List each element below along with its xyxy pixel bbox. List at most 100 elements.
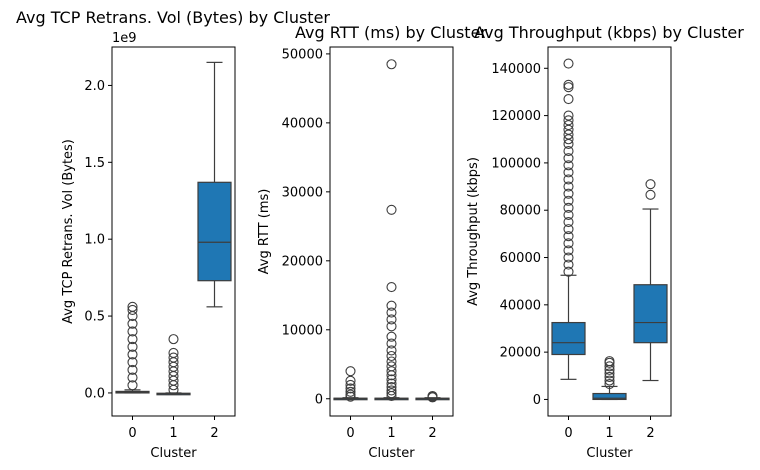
outlier-point bbox=[386, 356, 397, 367]
y-tick-label: 80000 bbox=[500, 204, 541, 219]
outlier-point bbox=[386, 381, 397, 393]
box-0-2 bbox=[197, 61, 232, 308]
box-1-1 bbox=[374, 59, 409, 402]
outlier-point bbox=[563, 82, 574, 93]
outlier-point bbox=[168, 334, 179, 345]
box-iqr bbox=[551, 321, 586, 356]
outlier-point bbox=[127, 364, 138, 375]
outlier-point bbox=[563, 146, 574, 157]
outlier-point bbox=[127, 304, 138, 315]
y-tick-label: 60000 bbox=[500, 251, 541, 266]
outlier-point bbox=[563, 224, 574, 235]
outlier-point bbox=[345, 386, 356, 397]
y-tick-label: 120000 bbox=[491, 109, 541, 124]
y-tick-label: 20000 bbox=[500, 346, 541, 361]
outlier-point bbox=[563, 115, 574, 126]
y-axis-label: Avg Throughput (kbps) bbox=[466, 157, 481, 306]
outlier-point bbox=[345, 379, 356, 391]
x-axis-label: Cluster bbox=[586, 446, 633, 461]
outlier-point bbox=[127, 349, 138, 360]
outlier-point bbox=[563, 266, 574, 277]
y-tick-label: 1.0 bbox=[84, 233, 105, 248]
box-0-1 bbox=[156, 334, 191, 396]
outlier-point bbox=[386, 350, 397, 362]
box-iqr bbox=[633, 284, 668, 344]
box-2-1 bbox=[592, 356, 627, 401]
y-tick-label: 10000 bbox=[282, 323, 323, 338]
outlier-point bbox=[386, 366, 397, 377]
outlier-point bbox=[563, 167, 574, 178]
outlier-point bbox=[563, 238, 574, 249]
outlier-point bbox=[168, 347, 179, 359]
axes-frame-2 bbox=[547, 46, 672, 417]
outlier-point bbox=[563, 110, 574, 121]
outlier-point bbox=[604, 379, 615, 390]
box-iqr bbox=[592, 392, 627, 401]
outlier-point bbox=[645, 189, 656, 200]
box-iqr bbox=[197, 181, 232, 282]
x-tick-label: 2 bbox=[428, 426, 436, 441]
outlier-point bbox=[563, 153, 574, 164]
outlier-point bbox=[563, 79, 574, 90]
x-axis-label: Cluster bbox=[368, 446, 415, 461]
outlier-point bbox=[345, 375, 356, 386]
outlier-point bbox=[563, 259, 574, 270]
y-tick-label: 140000 bbox=[491, 62, 541, 77]
outlier-point bbox=[168, 352, 179, 363]
y-tick-label: 0.0 bbox=[84, 386, 105, 401]
outlier-point bbox=[386, 374, 397, 385]
y-tick-label: 2.0 bbox=[84, 79, 105, 94]
chart-title: Avg RTT (ms) by Cluster bbox=[295, 23, 487, 42]
outlier-point bbox=[386, 300, 397, 311]
box-1-0 bbox=[333, 366, 368, 402]
y-tick-label: 1.5 bbox=[84, 156, 105, 171]
outlier-point bbox=[386, 331, 397, 342]
y-axis-label: Avg TCP Retrans. Vol (Bytes) bbox=[61, 139, 76, 324]
y-axis-label: Avg RTT (ms) bbox=[257, 189, 272, 275]
chart-title: Avg Throughput (kbps) by Cluster bbox=[474, 23, 744, 42]
outlier-point bbox=[386, 361, 397, 372]
outlier-point bbox=[127, 334, 138, 345]
x-tick-label: 1 bbox=[169, 426, 177, 441]
outlier-point bbox=[604, 361, 615, 372]
box-1-2 bbox=[415, 390, 450, 403]
outlier-point bbox=[563, 231, 574, 242]
outlier-point bbox=[563, 181, 574, 192]
y-tick-label: 50000 bbox=[282, 47, 323, 62]
outlier-point bbox=[127, 326, 138, 337]
y-tick-label: 20000 bbox=[282, 254, 323, 269]
outlier-point bbox=[386, 385, 397, 396]
outlier-point bbox=[386, 378, 397, 389]
x-tick-label: 0 bbox=[564, 426, 572, 441]
outlier-point bbox=[127, 301, 138, 312]
outlier-point bbox=[645, 179, 656, 190]
outlier-point bbox=[386, 388, 397, 399]
outlier-point bbox=[127, 341, 138, 352]
x-axis-label: Cluster bbox=[150, 446, 197, 461]
outlier-point bbox=[563, 202, 574, 213]
x-tick-label: 1 bbox=[605, 426, 613, 441]
outlier-point bbox=[386, 307, 397, 318]
x-tick-label: 0 bbox=[346, 426, 354, 441]
outlier-point bbox=[386, 338, 397, 349]
y-tick-label: 40000 bbox=[282, 116, 323, 131]
outlier-point bbox=[563, 252, 574, 263]
outlier-point bbox=[386, 345, 397, 356]
outlier-point bbox=[345, 389, 356, 400]
y-tick-label: 100000 bbox=[491, 156, 541, 171]
y-tick-label: 0 bbox=[315, 392, 323, 407]
outlier-point bbox=[563, 188, 574, 199]
outlier-point bbox=[563, 209, 574, 220]
outlier-point bbox=[127, 357, 138, 368]
outlier-point bbox=[386, 314, 397, 325]
outlier-point bbox=[127, 380, 138, 391]
outlier-point bbox=[386, 59, 397, 70]
x-tick-label: 2 bbox=[210, 426, 218, 441]
y-offset-label: 1e9 bbox=[112, 31, 137, 46]
outlier-point bbox=[563, 195, 574, 206]
y-tick-label: 0 bbox=[533, 393, 541, 408]
box-2-2 bbox=[633, 179, 668, 382]
x-tick-label: 0 bbox=[128, 426, 136, 441]
outlier-point bbox=[563, 245, 574, 256]
